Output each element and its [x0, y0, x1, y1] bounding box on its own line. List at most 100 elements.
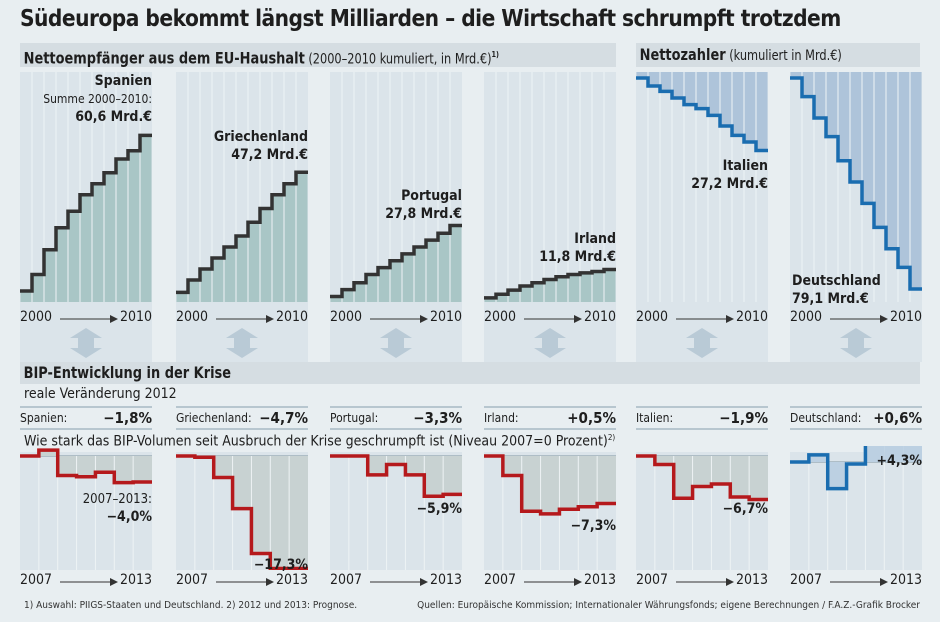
bar-2005 — [390, 260, 402, 302]
axis-start: 2000 — [636, 309, 669, 325]
payers-header-bold: Nettozahler — [639, 45, 726, 64]
axis-end: 2010 — [430, 309, 463, 325]
axis-end: 2010 — [276, 309, 309, 325]
area-2009 — [367, 456, 387, 475]
bar-2010 — [604, 269, 616, 302]
area-2009 — [57, 456, 77, 476]
bar-2009 — [128, 150, 140, 302]
bar-2007 — [874, 72, 886, 228]
bar-2001 — [802, 72, 814, 97]
bar-2004 — [378, 267, 390, 302]
bip-chart-spanien — [20, 448, 152, 570]
axis-start: 2007 — [790, 572, 823, 588]
bar-2002 — [660, 72, 672, 92]
area-2008 — [654, 456, 674, 465]
bar-2000 — [330, 296, 342, 302]
axis-arrow-icon — [830, 578, 888, 586]
bar-2008 — [272, 194, 284, 302]
label-italien: Italien — [722, 158, 768, 174]
eu-chart-italien — [636, 72, 768, 302]
series-line — [20, 133, 152, 293]
bar-2009 — [592, 271, 604, 302]
axis-start: 2007 — [20, 572, 53, 588]
axis-end: 2013 — [890, 572, 923, 588]
bip-header: BIP-Entwicklung in der Krise — [20, 362, 920, 384]
bar-2007 — [568, 274, 580, 302]
page-title: Südeuropa bekommt längst Milliarden – di… — [20, 6, 841, 32]
bar-2003 — [672, 72, 684, 99]
axis-arrow-icon — [524, 315, 582, 323]
bar-2001 — [342, 289, 354, 302]
axis-end: 2010 — [584, 309, 617, 325]
axis-start: 2007 — [636, 572, 669, 588]
bar-2004 — [684, 72, 696, 105]
stat-value: +0,6% — [873, 409, 922, 427]
bar-2001 — [648, 72, 660, 87]
double-arrow-icon — [534, 328, 566, 358]
area-2011 — [95, 456, 115, 473]
bip-line2-text: Wie stark das BIP-Volumen seit Ausbruch … — [24, 433, 608, 450]
bar-2002 — [200, 269, 212, 302]
bar-2008 — [732, 72, 744, 136]
double-arrow-icon — [840, 328, 872, 358]
axis-start: 2000 — [790, 309, 823, 325]
axis-arrow-icon — [60, 315, 118, 323]
stat-row-griechenland: Griechenland: −4,7% — [176, 406, 308, 430]
axis-arrow-icon — [60, 578, 118, 586]
area-2012 — [730, 456, 750, 497]
area-2009 — [213, 456, 233, 478]
value-irland: 11,8 Mrd.€ — [539, 249, 616, 265]
double-arrow-icon — [380, 328, 412, 358]
stat-row-spanien: Spanien: −1,8% — [20, 406, 152, 430]
label-irland: Irland — [574, 231, 616, 247]
series-line — [484, 267, 616, 300]
bip-chart-deutschland — [790, 446, 922, 570]
payers-header: Nettozahler (kumuliert in Mrd.€) — [636, 43, 920, 67]
recipients-header-bold: Nettoempfänger aus dem EU-Haushalt — [23, 48, 305, 68]
label-griechenland: Griechenland — [213, 129, 308, 145]
area-2012 — [578, 456, 598, 507]
stat-value: −3,3% — [413, 409, 462, 427]
axis-start: 2000 — [20, 309, 53, 325]
area-2011 — [405, 456, 425, 475]
value-griechenland: 47,2 Mrd.€ — [231, 147, 308, 163]
bar-2002 — [814, 72, 826, 119]
payers-header-light: (kumuliert in Mrd.€) — [725, 48, 842, 64]
double-arrow-icon — [686, 328, 718, 358]
bip-chart-italien — [636, 454, 768, 570]
axis-end: 2013 — [584, 572, 617, 588]
bar-2010 — [140, 135, 152, 302]
series-line — [790, 76, 922, 291]
bar-2009 — [284, 183, 296, 302]
label-spanien-period: 2007–2013: — [82, 492, 152, 507]
footnote-ref-1: 1) — [491, 50, 499, 59]
bar-2007 — [414, 247, 426, 302]
label-spanien-sum: Summe 2000–2010: — [43, 92, 152, 106]
bar-2006 — [92, 183, 104, 302]
series-line — [20, 448, 152, 485]
bip-value-italien: −6,7% — [722, 501, 769, 517]
bar-2000 — [636, 72, 648, 78]
bar-2006 — [248, 222, 260, 302]
axis-arrow-icon — [370, 578, 428, 586]
stat-row-portugal: Portugal: −3,3% — [330, 406, 462, 430]
area-2011 — [865, 446, 885, 462]
axis-arrow-icon — [830, 315, 888, 323]
recipients-header: Nettoempfänger aus dem EU-Haushalt (2000… — [20, 43, 616, 67]
area-2010 — [692, 456, 712, 487]
bar-2010 — [910, 72, 922, 289]
area-2008 — [502, 456, 522, 476]
stat-value: −1,9% — [719, 409, 768, 427]
value-italien: 27,2 Mrd.€ — [691, 176, 768, 192]
area-2010 — [540, 456, 560, 514]
bar-2005 — [850, 72, 862, 183]
bar-2006 — [862, 72, 874, 204]
bip-value-irland: −7,3% — [570, 518, 617, 534]
axis-arrow-icon — [216, 578, 274, 586]
bar-2010 — [296, 172, 308, 302]
stat-row-irland: Irland: +0,5% — [484, 406, 616, 430]
bar-2003 — [826, 72, 838, 137]
axis-end: 2010 — [120, 309, 153, 325]
area-2008 — [808, 454, 828, 462]
bar-2000 — [484, 297, 496, 302]
